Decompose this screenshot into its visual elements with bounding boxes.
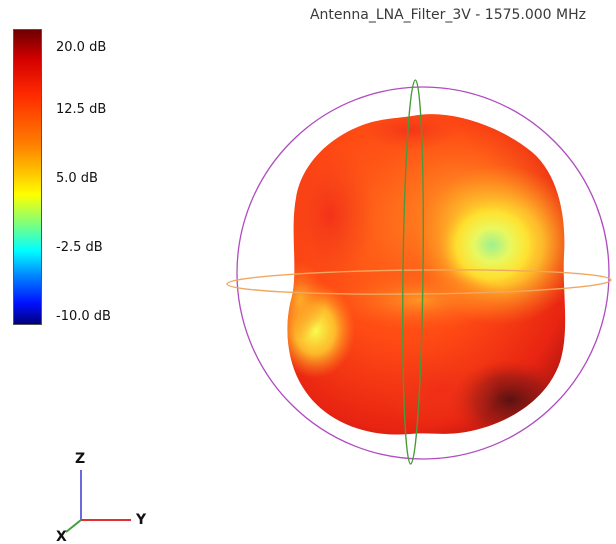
y-axis-label: Y xyxy=(136,512,147,528)
colorbar-label-low: -2.5 dB xyxy=(56,240,103,255)
colorbar xyxy=(13,29,42,325)
meridian-ring xyxy=(402,79,424,465)
colorbar-label-mid: 5.0 dB xyxy=(56,171,98,186)
axis-triad xyxy=(65,470,131,533)
x-axis-label: X xyxy=(56,529,67,544)
z-axis-label: Z xyxy=(75,451,86,467)
colorbar-label-min: -10.0 dB xyxy=(56,309,111,324)
x-axis-line xyxy=(65,519,82,533)
colorbar-label-max: 20.0 dB xyxy=(56,40,107,55)
equator-ring xyxy=(226,269,612,295)
colorbar-label-high: 12.5 dB xyxy=(56,102,107,117)
radiation-pattern-surface xyxy=(287,114,566,435)
plot-title: Antenna_LNA_Filter_3V - 1575.000 MHz xyxy=(309,7,586,23)
elevation-ring xyxy=(236,86,610,460)
